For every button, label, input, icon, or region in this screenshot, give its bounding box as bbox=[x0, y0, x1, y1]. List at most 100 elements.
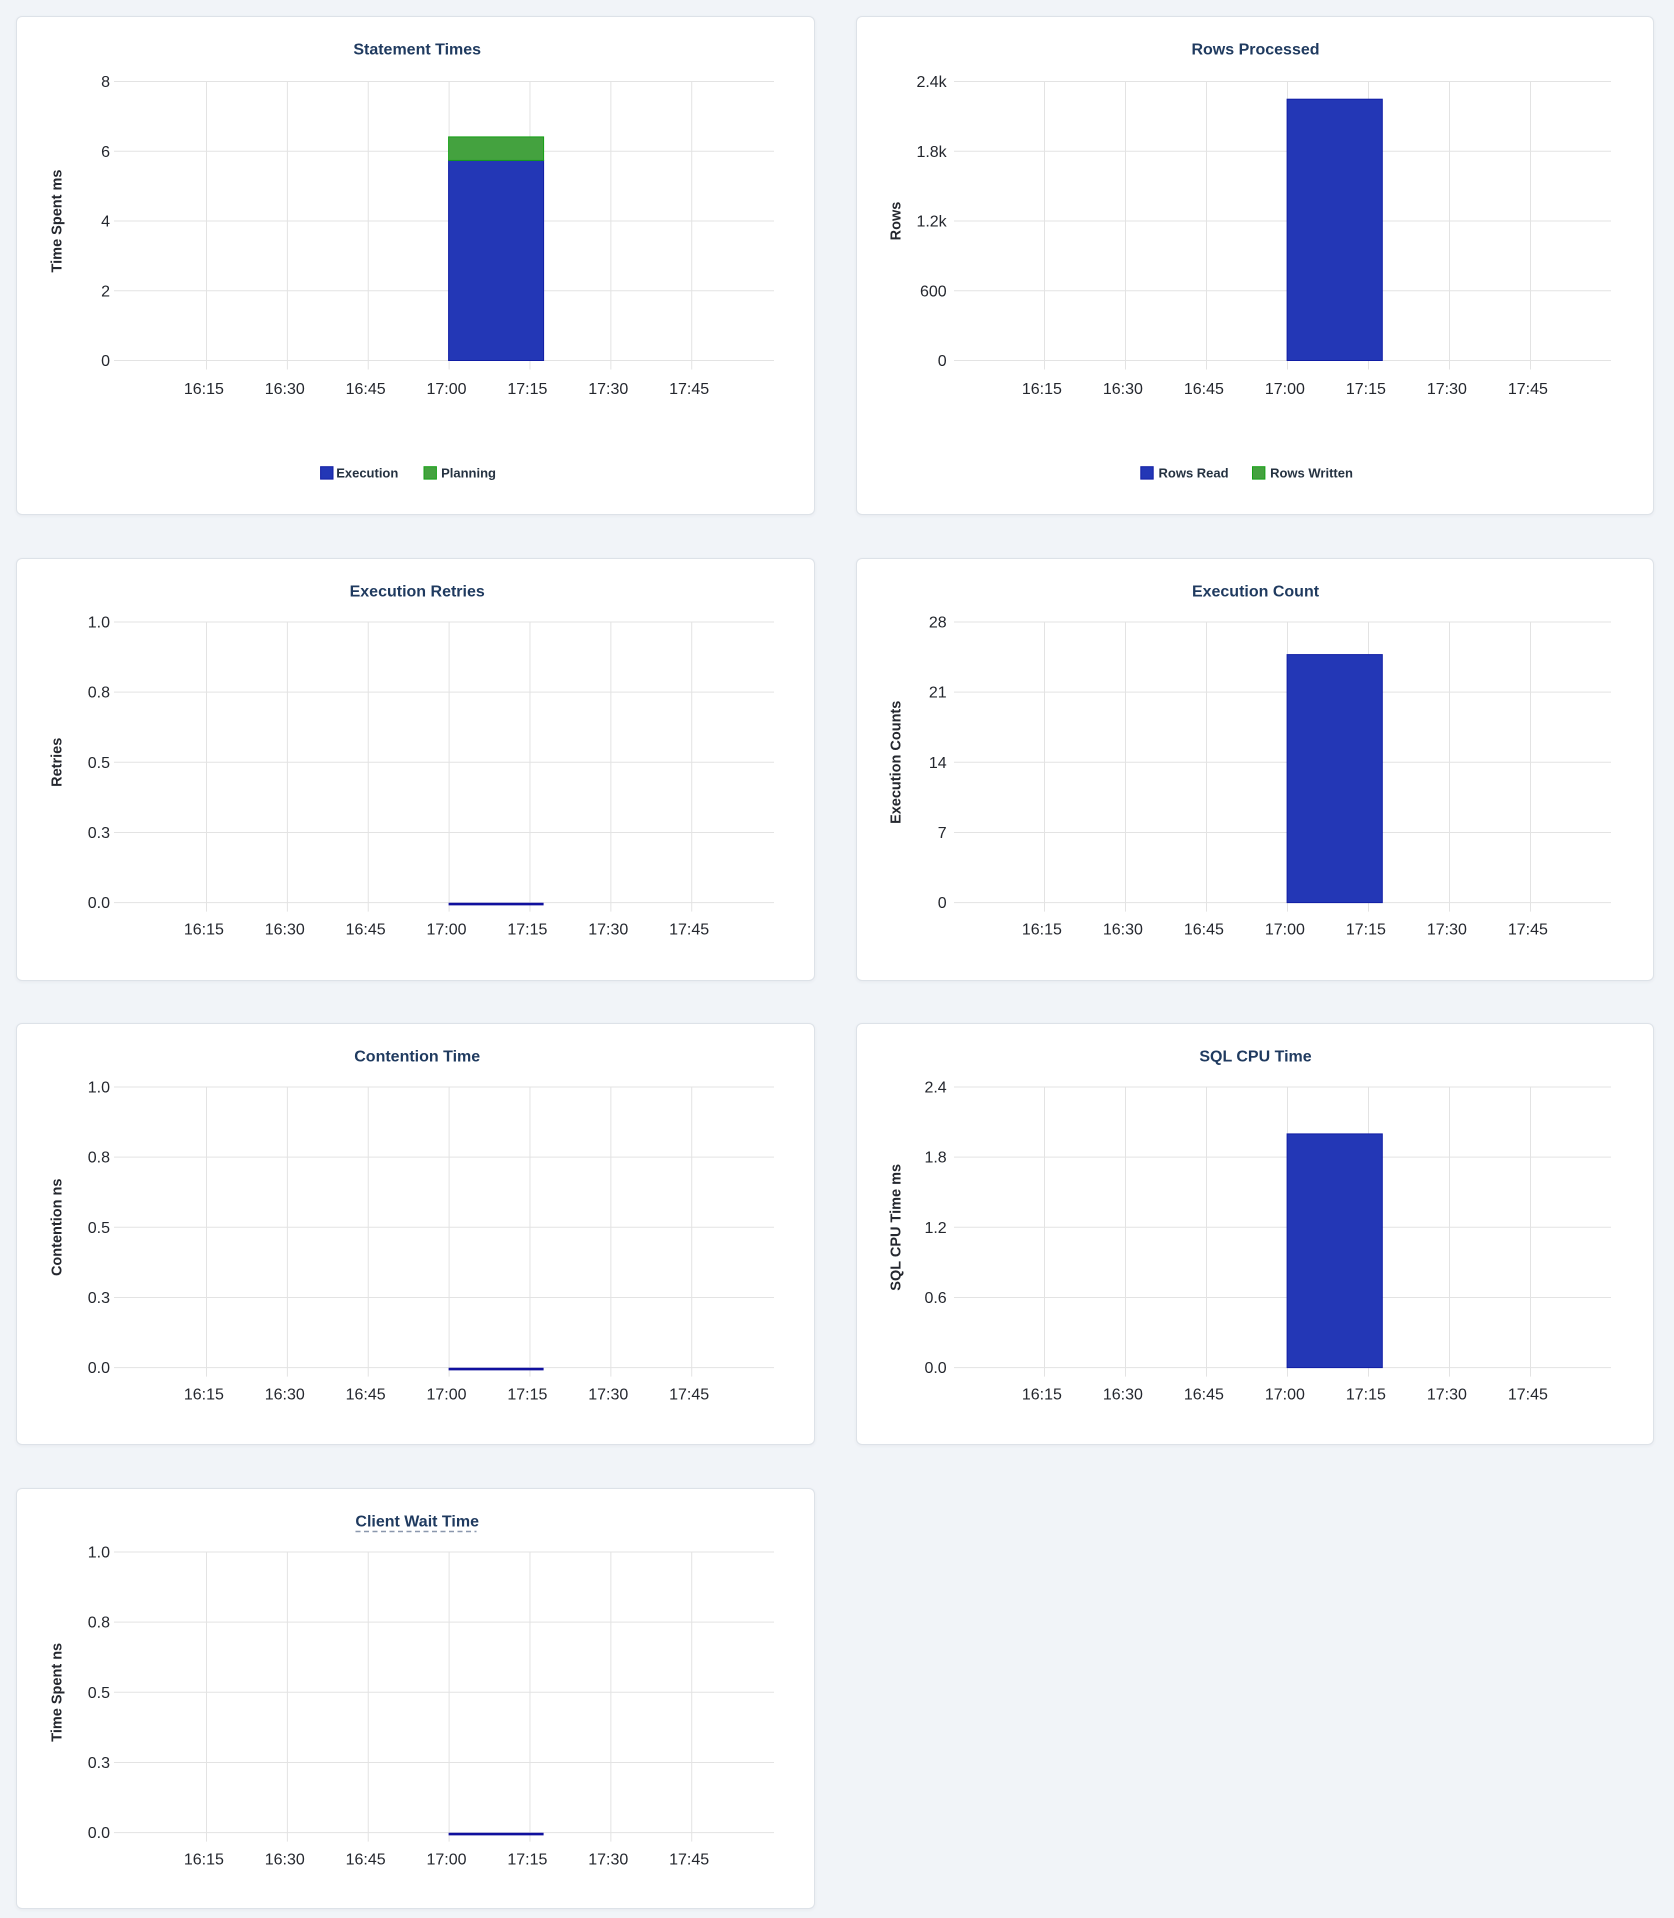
svg-text:600: 600 bbox=[920, 283, 947, 300]
svg-text:16:30: 16:30 bbox=[1102, 381, 1142, 398]
svg-text:0.0: 0.0 bbox=[88, 895, 110, 912]
svg-text:16:30: 16:30 bbox=[265, 1852, 305, 1869]
svg-text:2: 2 bbox=[101, 283, 110, 300]
svg-text:0.5: 0.5 bbox=[88, 1220, 110, 1237]
svg-text:6: 6 bbox=[101, 144, 110, 161]
svg-text:16:15: 16:15 bbox=[184, 922, 224, 939]
svg-text:16:30: 16:30 bbox=[265, 922, 305, 939]
svg-text:1.0: 1.0 bbox=[88, 1545, 110, 1562]
svg-text:7: 7 bbox=[937, 825, 946, 842]
svg-text:Execution: Execution bbox=[336, 466, 398, 481]
svg-text:17:30: 17:30 bbox=[588, 381, 628, 398]
svg-text:16:30: 16:30 bbox=[1102, 1387, 1142, 1404]
svg-text:Contention ns: Contention ns bbox=[50, 1179, 66, 1276]
svg-text:Rows: Rows bbox=[888, 202, 904, 241]
svg-text:0.5: 0.5 bbox=[88, 1685, 110, 1702]
svg-text:17:45: 17:45 bbox=[669, 381, 709, 398]
svg-text:17:30: 17:30 bbox=[588, 922, 628, 939]
svg-text:17:15: 17:15 bbox=[507, 1387, 547, 1404]
svg-text:8: 8 bbox=[101, 74, 110, 91]
svg-text:16:15: 16:15 bbox=[1021, 922, 1061, 939]
svg-text:14: 14 bbox=[928, 755, 946, 772]
svg-text:0.0: 0.0 bbox=[88, 1360, 110, 1377]
svg-text:Contention Time: Contention Time bbox=[354, 1049, 480, 1066]
svg-text:Execution Count: Execution Count bbox=[1192, 584, 1320, 601]
svg-text:17:30: 17:30 bbox=[588, 1387, 628, 1404]
svg-text:Time Spent ms: Time Spent ms bbox=[50, 170, 66, 273]
svg-text:17:00: 17:00 bbox=[426, 1852, 466, 1869]
svg-text:16:45: 16:45 bbox=[346, 1852, 386, 1869]
svg-text:0.3: 0.3 bbox=[88, 1290, 110, 1307]
svg-text:1.0: 1.0 bbox=[88, 615, 110, 632]
svg-text:16:30: 16:30 bbox=[1102, 922, 1142, 939]
svg-text:17:00: 17:00 bbox=[426, 922, 466, 939]
svg-text:Execution Retries: Execution Retries bbox=[350, 584, 485, 601]
svg-text:Rows Read: Rows Read bbox=[1158, 466, 1228, 481]
svg-text:17:45: 17:45 bbox=[669, 1387, 709, 1404]
svg-text:0: 0 bbox=[937, 895, 946, 912]
svg-text:Execution Counts: Execution Counts bbox=[888, 701, 904, 824]
svg-text:17:45: 17:45 bbox=[1507, 1387, 1547, 1404]
svg-text:0.3: 0.3 bbox=[88, 1755, 110, 1772]
svg-text:0.6: 0.6 bbox=[924, 1290, 946, 1307]
svg-text:17:00: 17:00 bbox=[1264, 922, 1304, 939]
svg-text:Retries: Retries bbox=[50, 738, 66, 787]
svg-text:16:45: 16:45 bbox=[346, 922, 386, 939]
svg-text:1.8k: 1.8k bbox=[916, 144, 947, 161]
svg-text:17:15: 17:15 bbox=[507, 922, 547, 939]
svg-text:17:15: 17:15 bbox=[1345, 922, 1385, 939]
svg-text:17:30: 17:30 bbox=[588, 1852, 628, 1869]
svg-text:0.3: 0.3 bbox=[88, 825, 110, 842]
svg-text:Rows Processed: Rows Processed bbox=[1191, 42, 1319, 59]
svg-text:1.2k: 1.2k bbox=[916, 214, 947, 231]
svg-text:16:45: 16:45 bbox=[346, 381, 386, 398]
svg-text:17:15: 17:15 bbox=[507, 381, 547, 398]
svg-text:2.4k: 2.4k bbox=[916, 74, 947, 91]
svg-text:0.0: 0.0 bbox=[924, 1360, 946, 1377]
svg-text:16:45: 16:45 bbox=[346, 1387, 386, 1404]
svg-text:17:15: 17:15 bbox=[1345, 381, 1385, 398]
svg-text:Planning: Planning bbox=[441, 466, 496, 481]
svg-text:17:45: 17:45 bbox=[669, 1852, 709, 1869]
svg-text:17:00: 17:00 bbox=[426, 1387, 466, 1404]
svg-text:0.5: 0.5 bbox=[88, 755, 110, 772]
svg-text:Time Spent ns: Time Spent ns bbox=[50, 1643, 66, 1742]
svg-text:17:45: 17:45 bbox=[669, 922, 709, 939]
svg-text:16:30: 16:30 bbox=[265, 381, 305, 398]
svg-text:16:45: 16:45 bbox=[1183, 381, 1223, 398]
svg-text:1.2: 1.2 bbox=[924, 1220, 946, 1237]
svg-text:16:15: 16:15 bbox=[184, 1387, 224, 1404]
svg-text:16:15: 16:15 bbox=[1021, 381, 1061, 398]
svg-text:4: 4 bbox=[101, 214, 110, 231]
svg-text:16:30: 16:30 bbox=[265, 1387, 305, 1404]
svg-text:16:45: 16:45 bbox=[1183, 922, 1223, 939]
svg-text:16:15: 16:15 bbox=[184, 381, 224, 398]
svg-text:17:15: 17:15 bbox=[507, 1852, 547, 1869]
svg-text:0.0: 0.0 bbox=[88, 1825, 110, 1842]
svg-text:0: 0 bbox=[937, 353, 946, 370]
svg-text:0.8: 0.8 bbox=[88, 1615, 110, 1632]
svg-text:0.8: 0.8 bbox=[88, 685, 110, 702]
svg-text:Client Wait Time: Client Wait Time bbox=[355, 1514, 479, 1531]
svg-text:17:00: 17:00 bbox=[1264, 1387, 1304, 1404]
svg-text:SQL CPU Time ms: SQL CPU Time ms bbox=[888, 1164, 904, 1291]
svg-text:0.8: 0.8 bbox=[88, 1150, 110, 1167]
svg-text:17:15: 17:15 bbox=[1345, 1387, 1385, 1404]
svg-text:1.0: 1.0 bbox=[88, 1080, 110, 1097]
svg-text:16:45: 16:45 bbox=[1183, 1387, 1223, 1404]
svg-text:Rows Written: Rows Written bbox=[1270, 466, 1353, 481]
svg-text:21: 21 bbox=[928, 685, 946, 702]
svg-text:17:00: 17:00 bbox=[426, 381, 466, 398]
svg-text:17:30: 17:30 bbox=[1426, 381, 1466, 398]
svg-text:17:45: 17:45 bbox=[1507, 381, 1547, 398]
svg-text:17:30: 17:30 bbox=[1426, 922, 1466, 939]
svg-text:17:30: 17:30 bbox=[1426, 1387, 1466, 1404]
svg-text:SQL CPU Time: SQL CPU Time bbox=[1199, 1049, 1311, 1066]
svg-text:1.8: 1.8 bbox=[924, 1150, 946, 1167]
svg-text:16:15: 16:15 bbox=[184, 1852, 224, 1869]
svg-text:17:45: 17:45 bbox=[1507, 922, 1547, 939]
svg-text:Statement Times: Statement Times bbox=[353, 42, 481, 59]
svg-text:16:15: 16:15 bbox=[1021, 1387, 1061, 1404]
svg-text:28: 28 bbox=[928, 615, 946, 632]
svg-text:2.4: 2.4 bbox=[924, 1080, 946, 1097]
